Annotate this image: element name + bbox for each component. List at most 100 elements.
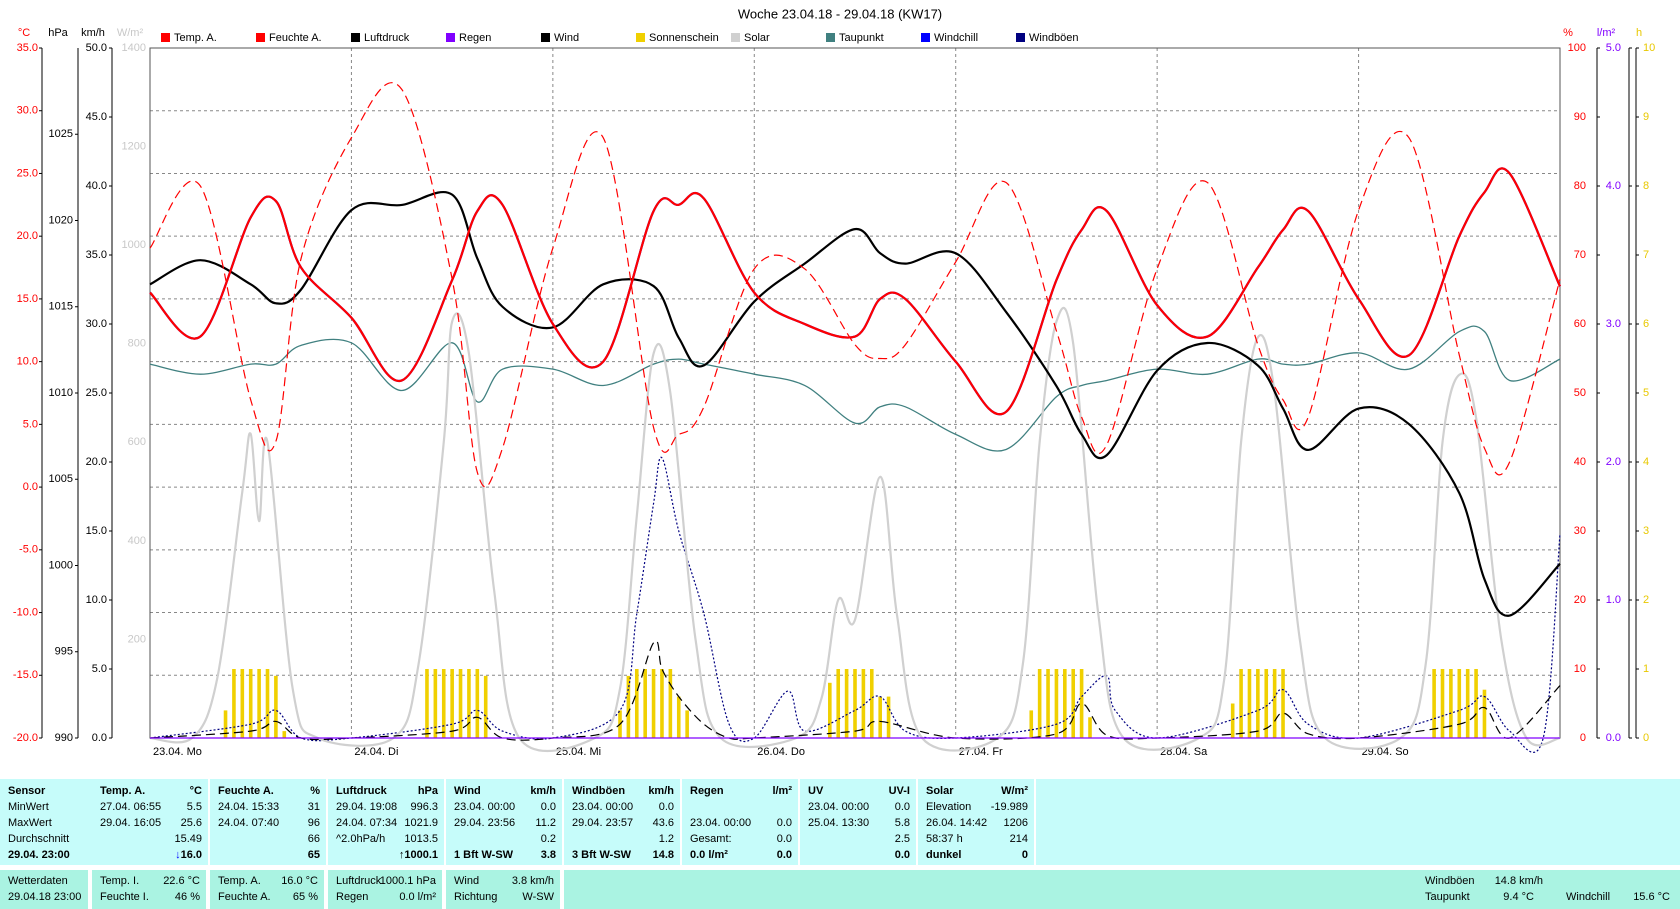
value: 996.3 [410,801,438,813]
row-value: 14.8 [653,847,674,863]
column-header: Windböen [572,785,626,797]
legend-swatch [636,33,645,42]
row-label: 25.04. 13:30 [808,817,870,829]
legend-swatch [446,33,455,42]
row-label: 29.04. 16:05 [100,817,162,829]
value: 0.0 [776,833,792,845]
y-tick-label: -5.0 [19,544,38,556]
sunshine-bar [1029,710,1034,738]
value: 5.8 [894,817,910,829]
column-unit: UV-I [888,785,910,797]
sunshine-bar [1256,669,1260,738]
row-value: 43.6 [653,815,674,831]
y-tick-label: 15.0 [17,293,38,305]
footer-value: 0.0 l/m² [399,891,436,903]
row-label: 24.04. 07:40 [218,817,280,829]
row-value: 214 [1010,831,1028,847]
sunshine-bar [1281,669,1285,738]
footer-item: 9.4 °C [1503,891,1534,903]
row-value: ↓16.0 [175,847,202,863]
row-label: 23.04. 00:00 [808,801,870,813]
y-tick-label: 0.0 [1606,732,1621,744]
value: 25.6 [180,817,202,829]
value: 1206 [1003,817,1028,829]
row-value: 996.3 [410,799,438,815]
row-value: 1021.9 [404,815,438,831]
x-tick-label: 23.04. Mo [153,746,202,758]
y-tick-label: 70 [1574,249,1586,261]
column-unit: hPa [417,785,438,797]
y-tick-label: 0.0 [92,732,107,744]
y-tick-label: 8 [1643,180,1649,192]
sunshine-bar [1079,669,1084,738]
sunshine-bar [450,669,454,738]
column-unit: °C [189,785,202,797]
y-tick-label: -20.0 [13,732,38,744]
series-line [149,325,1561,452]
y-tick-label: 25.0 [17,167,38,179]
table-column: UV UV-I 23.04. 00:00 0.0 25.04. 13:30 5.8 2.5 0… [800,779,916,865]
footer-label: Wind [454,875,480,887]
y-tick-label: 5 [1643,387,1649,399]
value: 96 [307,817,320,829]
footer-item: Windböen [1425,875,1475,887]
series-line [149,167,1562,416]
row-value: 0.0 [777,831,792,847]
y-tick-label: 5.0 [23,418,38,430]
row-label: 58:37 h [926,833,963,845]
sunshine-bar [240,669,245,738]
row-value: 5.5 [187,799,202,815]
y-tick-label: 15.0 [86,525,107,537]
sunshine-bar [1440,669,1445,738]
footer-value: 65 % [292,891,318,903]
column-header: Luftdruck [336,785,387,797]
sunshine-bar [878,696,882,738]
y-tick-label: 20.0 [17,230,38,242]
y-tick-label: 990 [55,732,73,744]
value: 66 [307,833,320,845]
y-tick-label: 1000 [122,239,146,251]
sunshine-bar [458,669,463,738]
legend-label: Windchill [934,32,978,44]
sunshine-bar [232,669,236,738]
y-tick-label: 2.0 [1606,456,1621,468]
y-tick-label: 35.0 [17,42,38,54]
footer-item: 14.8 km/h [1494,875,1543,887]
footer-label: Temp. A. [218,875,261,887]
row-label: 29.04. 23:57 [572,817,634,829]
grid [149,47,1560,739]
y-tick-label: 10.0 [86,594,107,606]
row-label: 24.04. 15:33 [218,801,280,813]
row-value: 15.49 [174,831,202,847]
footer-cell: Temp. I. 22.6 °C Feuchte I. 46 % [92,870,206,909]
y-tick-label: 995 [55,646,73,658]
y-tick-label: 3 [1643,525,1649,537]
y-tick-label: 1400 [122,42,146,54]
y-tick-label: 30.0 [17,105,38,117]
footer-item: Taupunkt [1425,891,1470,903]
column-header: Wind [454,785,481,797]
y-tick-label: 5.0 [92,663,107,675]
sunshine-bar [660,669,664,738]
column-header: Temp. A. [100,785,146,797]
sunshine-bar [483,675,488,738]
row-label: 1 Bft W-SW [454,849,514,861]
sunshine-bar [1264,669,1269,738]
value: 0.0 [540,801,556,813]
y-tick-label: 40.0 [86,180,107,192]
value: 0.0 [776,817,792,829]
row-value: 0.0 [541,799,556,815]
row-value: 0.2 [541,831,556,847]
footer-item: 15.6 °C [1633,891,1670,903]
row-value: 25.6 [181,815,202,831]
trend-arrow: ↑ [398,849,405,861]
y-tick-label: 4.0 [1606,180,1621,192]
footer-value: 1000.1 hPa [379,875,436,887]
chart: Woche 23.04.18 - 29.04.18 (KW17) °C35.03… [13,6,1655,758]
axis-unit: hPa [48,27,68,39]
table-column: Wind km/h 23.04. 00:00 0.0 29.04. 23:56 11.2 0… [446,779,562,865]
sunshine-bar [1046,669,1050,738]
legend-swatch [161,33,170,42]
y-tick-label: 1200 [122,140,146,152]
legend-label: Windböen [1029,32,1079,44]
